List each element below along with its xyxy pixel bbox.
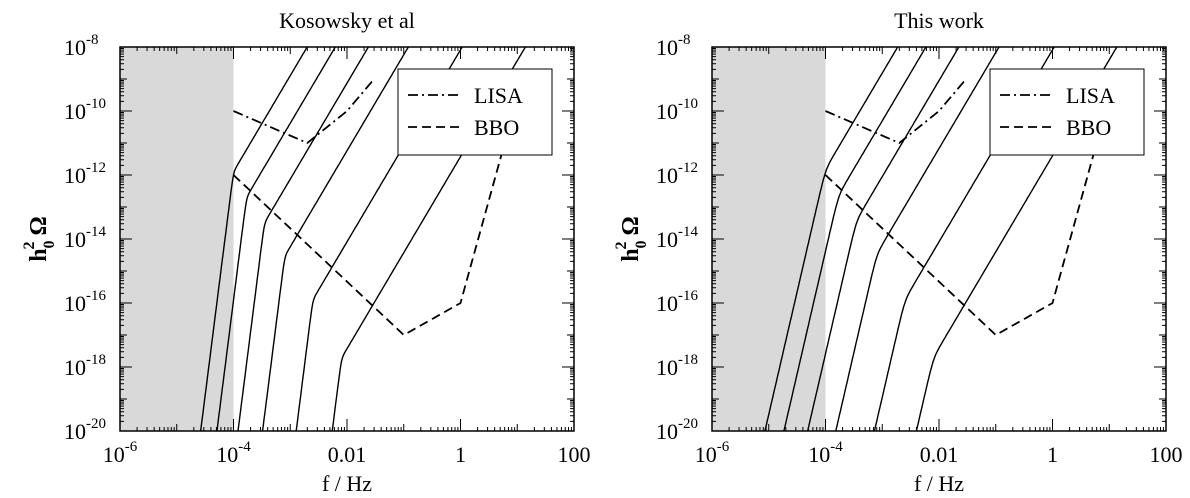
legend: LISA BBO xyxy=(397,68,553,156)
y-axis-label: h02Ω xyxy=(21,216,58,262)
spectrum-curve-4 xyxy=(261,47,410,431)
spectrum-curve-3 xyxy=(806,47,960,431)
legend-box xyxy=(397,68,553,156)
y-tick-label: 10-8 xyxy=(656,32,691,60)
x-axis-label: f / Hz xyxy=(322,471,372,496)
plot-frame xyxy=(711,46,1167,432)
spectrum-curve-1 xyxy=(764,47,899,431)
lisa-sensitivity-curve xyxy=(233,78,375,145)
legend-label: LISA xyxy=(474,83,523,108)
x-tick-label: 10-6 xyxy=(695,439,730,467)
spectrum-curve-5 xyxy=(295,47,463,431)
bbo-sensitivity-curve xyxy=(824,142,1098,337)
x-tick-label: 100 xyxy=(558,442,591,467)
shaded-region xyxy=(712,47,826,431)
chart-title: This work xyxy=(894,8,984,33)
legend: LISA BBO xyxy=(989,68,1145,156)
x-tick-labels: 10-6 10-4 0.01 1 100 xyxy=(695,439,1183,467)
x-tick-label: 0.01 xyxy=(328,442,367,467)
y-tick-label: 10-12 xyxy=(656,160,698,188)
spectrum-curve-3 xyxy=(237,47,370,431)
y-tick-label: 10-18 xyxy=(656,352,698,380)
x-tick-label: 100 xyxy=(1150,442,1183,467)
x-axis-label: f / Hz xyxy=(914,471,964,496)
y-tick-label: 10-20 xyxy=(656,416,698,444)
y-tick-label: 10-10 xyxy=(656,96,698,124)
legend-label: BBO xyxy=(1066,115,1111,140)
y-tick-label: 10-20 xyxy=(64,416,106,444)
plot-frame xyxy=(119,46,575,432)
y-tick-label: 10-14 xyxy=(64,224,106,252)
x-tick-label: 10-4 xyxy=(808,439,843,467)
x-tick-labels: 10-6 10-4 0.01 1 100 xyxy=(103,439,591,467)
y-tick-label: 10-8 xyxy=(64,32,99,60)
y-tick-label: 10-14 xyxy=(656,224,698,252)
y-tick-labels: 10-20 10-18 10-16 10-14 10-12 10-10 10-8 xyxy=(64,32,106,444)
x-tick-label: 10-4 xyxy=(216,439,251,467)
legend-box xyxy=(989,68,1145,156)
shaded-region xyxy=(120,47,234,431)
lisa-sensitivity-curve xyxy=(825,78,967,145)
x-tick-label: 1 xyxy=(455,442,466,467)
y-tick-label: 10-10 xyxy=(64,96,106,124)
y-tick-label: 10-16 xyxy=(64,288,106,316)
y-tick-labels: 10-20 10-18 10-16 10-14 10-12 10-10 10-8 xyxy=(656,32,698,444)
x-tick-label: 10-6 xyxy=(103,439,138,467)
x-tick-label: 1 xyxy=(1047,442,1058,467)
y-tick-label: 10-16 xyxy=(656,288,698,316)
legend-label: LISA xyxy=(1066,83,1115,108)
bbo-sensitivity-curve xyxy=(232,142,506,337)
y-tick-label: 10-18 xyxy=(64,352,106,380)
x-tick-label: 0.01 xyxy=(920,442,959,467)
spectrum-curve-2 xyxy=(783,47,927,431)
spectrum-curve-4 xyxy=(835,47,1000,431)
legend-label: BBO xyxy=(474,115,519,140)
chart-title: Kosowsky et al xyxy=(279,8,415,33)
spectrum-curve-5 xyxy=(873,47,1055,431)
y-axis-label: h02Ω xyxy=(613,216,650,262)
y-tick-label: 10-12 xyxy=(64,160,106,188)
